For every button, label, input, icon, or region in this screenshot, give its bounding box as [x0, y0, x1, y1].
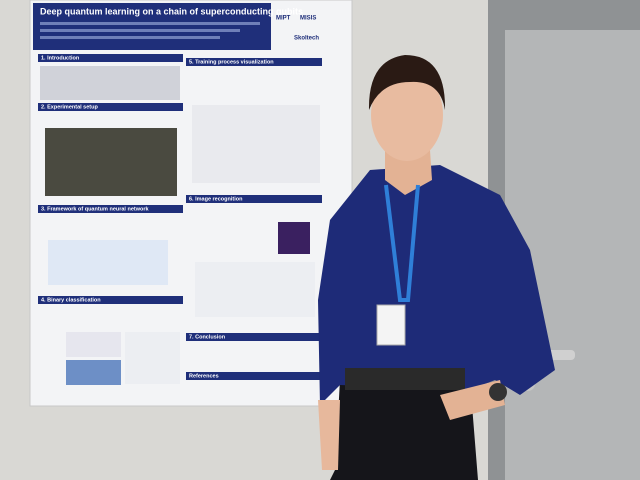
watch: [489, 383, 507, 401]
section-title: 5. Training process visualization: [189, 59, 274, 65]
photo-figure: [45, 128, 177, 196]
section-header: [38, 205, 183, 213]
section-header: [186, 195, 322, 203]
logo: MISIS: [300, 16, 316, 22]
section-header: [186, 372, 322, 380]
author-line: [40, 22, 260, 25]
section-header: [38, 103, 183, 111]
text-block: [40, 66, 180, 100]
person: [318, 55, 555, 480]
title-bar: [33, 3, 271, 50]
badge: [376, 304, 406, 346]
logo: MIPT: [276, 16, 291, 22]
hair: [368, 55, 446, 110]
poster-title: Deep quantum learning on a chain of supe…: [40, 6, 303, 16]
logo: Skoltech: [294, 36, 319, 42]
section-title: 6. Image recognition: [189, 196, 243, 202]
section-title: 1. Introduction: [41, 55, 80, 61]
section-header: [186, 58, 322, 66]
plot-figure: [125, 332, 180, 384]
diagram-figure: [48, 240, 168, 285]
matrix-figure: [278, 222, 310, 254]
author-line: [40, 36, 220, 39]
author-line: [40, 29, 240, 32]
belt: [345, 368, 465, 390]
section-header: [186, 333, 322, 341]
plot-figure: [66, 332, 121, 357]
hand: [440, 380, 505, 420]
plot-figure: [66, 360, 121, 385]
section-title: 4. Binary classification: [41, 297, 101, 303]
neck: [385, 150, 432, 195]
poster: Deep quantum learning on a chain of supe…: [29, 0, 353, 407]
section-title: References: [189, 373, 219, 379]
trousers: [330, 380, 478, 480]
lanyard: [384, 184, 420, 302]
section-header: [38, 296, 183, 304]
section-title: 3. Framework of quantum neural network: [41, 206, 150, 212]
section-title: 2. Experimental setup: [41, 104, 98, 110]
hand: [318, 400, 340, 470]
section-header: [38, 54, 183, 62]
section-title: 7. Conclusion: [189, 334, 226, 340]
face: [371, 69, 443, 161]
plot-grid: [192, 105, 320, 183]
plot-figure: [195, 262, 315, 317]
